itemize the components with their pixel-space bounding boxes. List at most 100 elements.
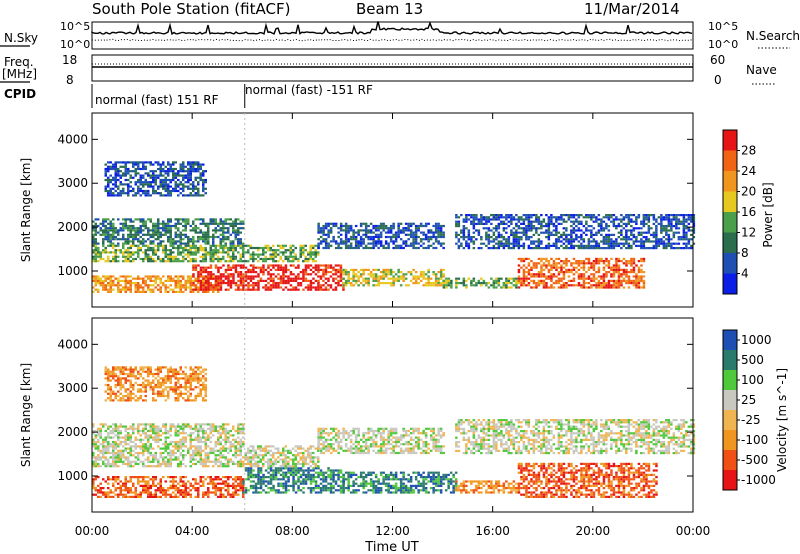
- colorbar-frame: [722, 329, 738, 491]
- colorbar-tick-label: 24: [741, 164, 756, 178]
- velocity-colorbar: 1000 500 100 25 -25 -100 -500 -1000: [722, 329, 776, 491]
- colorbar-swatch: [723, 273, 737, 294]
- search-tick-bottom: 10^0: [708, 38, 738, 51]
- echo-region: [104, 161, 207, 197]
- nave-label: Nave: [746, 63, 777, 77]
- echo-region: [517, 257, 646, 289]
- y-tick-label: 2000: [57, 220, 88, 234]
- x-tick-label: 04:00: [175, 524, 210, 538]
- freq-tick-top: 18: [62, 53, 77, 67]
- colorbar-tick-label: 28: [741, 144, 756, 158]
- cpid-panel: CPID normal (fast) 151 RF normal (fast) …: [4, 83, 373, 108]
- x-tick-label: 00:00: [75, 524, 110, 538]
- colorbar-tick-label: 100: [741, 373, 764, 387]
- velocity-colorbar-label: Velocity [m s^-1]: [775, 368, 789, 472]
- colorbar-swatch: [723, 350, 737, 370]
- x-tick-label: 20:00: [576, 524, 611, 538]
- echo-region: [92, 218, 245, 245]
- colorbar-swatch: [723, 390, 737, 410]
- y-tick-label: 1000: [57, 469, 88, 483]
- echo-region: [104, 366, 207, 402]
- colorbar-swatch: [723, 470, 737, 490]
- date-label: 11/Mar/2014: [584, 0, 680, 18]
- colorbar-swatch: [723, 430, 737, 450]
- colorbar-tick-label: -1000: [741, 473, 776, 487]
- colorbar-swatch: [723, 410, 737, 430]
- colorbar-swatch: [723, 150, 737, 171]
- echo-region: [317, 222, 445, 250]
- colorbar-tick-label: 4: [741, 267, 749, 281]
- search-tick-top: 10^5: [708, 20, 738, 33]
- beam-label: Beam 13: [356, 0, 423, 18]
- colorbar-swatch: [723, 450, 737, 470]
- nave-tick-top: 60: [710, 53, 725, 67]
- echo-region: [317, 427, 445, 455]
- echo-region: [192, 264, 345, 291]
- x-tick-label: 12:00: [375, 524, 410, 538]
- n-sky-label: N.Sky: [4, 31, 38, 45]
- x-tick-label: 08:00: [275, 524, 310, 538]
- y-tick-label: 3000: [57, 381, 88, 395]
- power-colorbar-label: Power [dB]: [761, 182, 775, 247]
- power-echo-data: [92, 161, 696, 293]
- colorbar-tick-label: -500: [741, 453, 768, 467]
- colorbar-tick-label: 500: [741, 353, 764, 367]
- sky-noise-line: [91, 21, 693, 36]
- sky-tick-bottom: 10^0: [60, 38, 90, 51]
- colorbar-tick-label: 16: [741, 205, 756, 219]
- mhz-label: [MHz]: [2, 67, 37, 81]
- colorbar-swatch: [723, 253, 737, 274]
- echo-region: [92, 244, 320, 263]
- echo-region: [442, 277, 521, 289]
- echo-region: [92, 423, 245, 446]
- colorbar-swatch: [723, 232, 737, 253]
- y-tick-label: 4000: [57, 337, 88, 351]
- velocity-ylabel: Slant Range [km]: [19, 363, 33, 467]
- y-tick-label: 1000: [57, 264, 88, 278]
- power-x-ticks: [91, 113, 694, 307]
- frequency-panel: Freq. [MHz] 18 8 Nave 60 0: [0, 53, 777, 87]
- colorbar-swatch: [723, 370, 737, 390]
- x-tick-label: 16:00: [475, 524, 510, 538]
- echo-region: [455, 214, 696, 250]
- velocity-echo-data: [92, 366, 696, 498]
- station-title: South Pole Station (fitACF): [92, 0, 290, 18]
- echo-region: [92, 445, 320, 468]
- x-tick-label: 00:00: [676, 524, 711, 538]
- echo-region: [342, 268, 445, 287]
- freq-label: Freq.: [4, 55, 34, 69]
- echo-region: [242, 467, 345, 494]
- colorbar-swatch: [723, 330, 737, 350]
- colorbar-tick-label: 25: [741, 393, 756, 407]
- cpid-segment-2: normal (fast) -151 RF: [245, 83, 373, 97]
- power-panel: Slant Range [km] 1000 2000 3000 4000 4 8 12 16…: [19, 112, 775, 308]
- cpid-segment-1: normal (fast) 151 RF: [95, 93, 219, 107]
- velocity-x-ticks: 00:00 04:00 08:00 12:00 16:00 20:00 00:00: [75, 318, 711, 538]
- echo-region: [517, 462, 658, 498]
- colorbar-swatch: [723, 130, 737, 151]
- sky-tick-top: 10^5: [60, 20, 90, 33]
- y-tick-label: 2000: [57, 425, 88, 439]
- freq-tick-bottom: 8: [66, 73, 74, 87]
- echo-region: [342, 471, 458, 494]
- echo-region: [455, 419, 696, 455]
- colorbar-tick-label: 20: [741, 185, 756, 199]
- cpid-label: CPID: [4, 87, 36, 101]
- colorbar-tick-label: 12: [741, 226, 756, 240]
- power-colorbar: 4 8 12 16 20 24 28: [722, 129, 756, 295]
- x-axis-label: Time UT: [364, 540, 418, 554]
- colorbar-swatch: [723, 171, 737, 192]
- colorbar-swatch: [723, 191, 737, 212]
- search-noise-line: [91, 38, 693, 42]
- colorbar-tick-label: -25: [741, 413, 761, 427]
- velocity-y-ticks: 1000 2000 3000 4000: [57, 337, 693, 483]
- colorbar-tick-label: 8: [741, 246, 749, 260]
- power-ylabel: Slant Range [km]: [19, 158, 33, 262]
- y-tick-label: 3000: [57, 176, 88, 190]
- colorbar-tick-label: -100: [741, 433, 768, 447]
- nave-tick-bottom: 0: [714, 73, 722, 87]
- y-tick-label: 4000: [57, 132, 88, 146]
- sky-noise-panel: N.Sky 10^5 10^0 N.Search 10^5 10^0: [0, 20, 800, 51]
